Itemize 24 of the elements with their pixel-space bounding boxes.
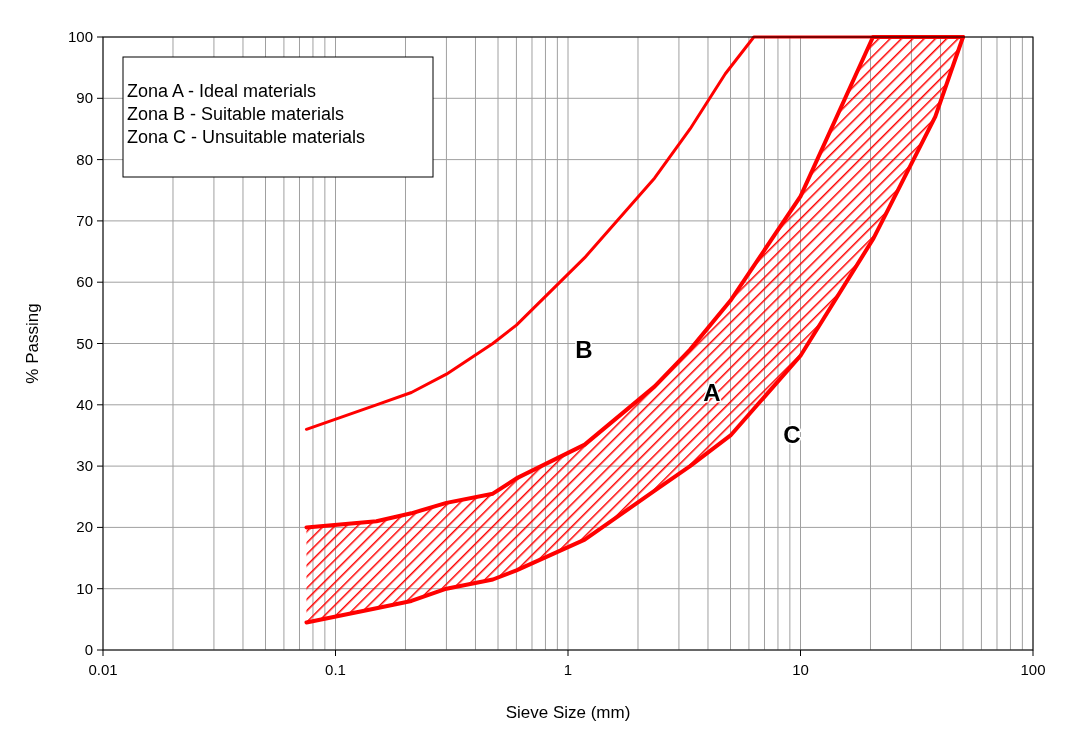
annotation: Zona A - Ideal materials: [127, 81, 317, 101]
y-tick-label: 60: [76, 273, 93, 291]
x-tick-label: 100: [1020, 661, 1046, 678]
x-tick-label: 10: [792, 661, 809, 678]
y-tick-label: 40: [76, 395, 93, 413]
x-axis-title: Sieve Size (mm): [505, 703, 631, 722]
y-tick-label: 90: [76, 89, 93, 107]
y-tick-label: 20: [76, 518, 93, 536]
y-tick-label: 0: [84, 641, 93, 658]
annotation: Zona C - Unsuitable materials: [127, 127, 366, 147]
y-tick-label: 30: [76, 457, 93, 475]
annotation: Zona B - Suitable materials: [127, 104, 345, 124]
annotation: B: [575, 336, 593, 363]
y-tick-label: 50: [76, 334, 93, 352]
x-tick-label: 0.01: [88, 661, 118, 678]
y-tick-label: 70: [76, 211, 93, 229]
y-axis-title: % Passing: [23, 303, 42, 384]
text-box: Zona A - Ideal materials Zona B - Suitable materials Zona C - Unsuitable materials: [122, 56, 434, 178]
x-tick-label: 0.1: [325, 661, 346, 678]
y-tick-label: 10: [76, 579, 93, 597]
y-tick-label: 100: [67, 28, 93, 45]
x-tick-label: 1: [563, 661, 573, 678]
y-tick-label: 80: [76, 150, 93, 168]
annotation: C: [783, 421, 801, 448]
